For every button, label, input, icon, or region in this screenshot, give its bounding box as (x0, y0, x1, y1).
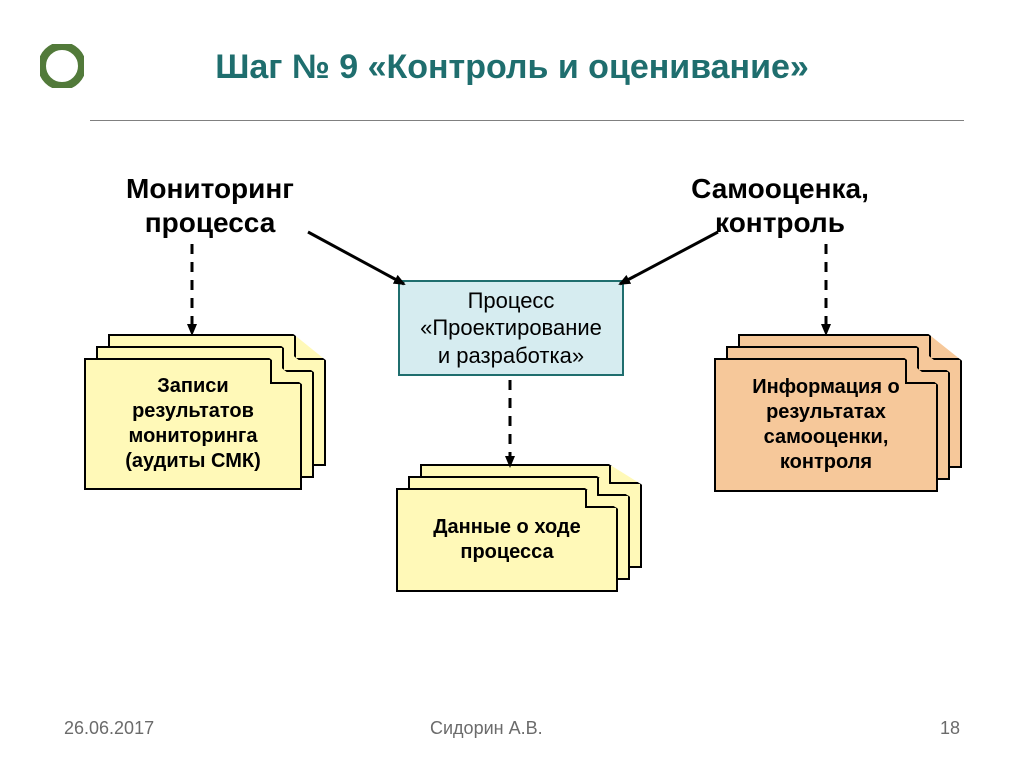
arrow-left-solid (308, 232, 404, 284)
footer-author: Сидорин А.В. (430, 718, 543, 739)
slide: Шаг № 9 «Контроль и оценивание» Монитори… (0, 0, 1024, 767)
arrow-right-solid (620, 232, 718, 284)
card-right: Информация орезультатахсамооценки,контро… (714, 358, 938, 492)
label-right: Самооценка,контроль (620, 172, 940, 239)
card-center: Данные о ходепроцесса (396, 488, 618, 592)
card-left: Записирезультатовмониторинга(аудиты СМК) (84, 358, 302, 490)
footer-date: 26.06.2017 (64, 718, 154, 739)
card-stack-right: Информация орезультатахсамооценки,контро… (714, 334, 962, 492)
label-left: Мониторингпроцесса (100, 172, 320, 239)
slide-title: Шаг № 9 «Контроль и оценивание» (0, 48, 1024, 87)
card-stack-center: Данные о ходепроцесса (396, 464, 642, 592)
process-box: Процесс«Проектированиеи разработка» (398, 280, 624, 376)
card-stack-left: Записирезультатовмониторинга(аудиты СМК) (84, 334, 326, 490)
footer-page: 18 (940, 718, 960, 739)
title-divider (90, 120, 964, 121)
